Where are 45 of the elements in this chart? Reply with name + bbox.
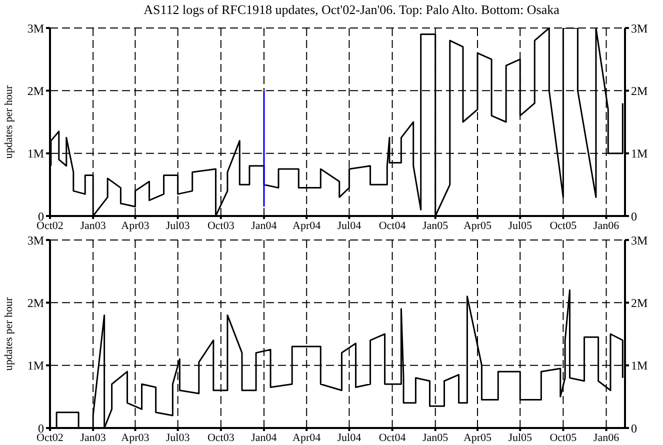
x-tick-label: Apr03 — [121, 220, 150, 232]
x-tick-label: Jul05 — [508, 220, 533, 232]
chart-title: AS112 logs of RFC1918 updates, Oct'02-Jan'06. Top: Palo Alto. Bottom: Osaka — [142, 1, 560, 19]
x-tick-label: Jan05 — [422, 432, 449, 444]
x-tick-label: Apr04 — [292, 220, 322, 232]
x-tick-label: Apr04 — [292, 432, 322, 444]
x-tick-label: Jul03 — [166, 220, 190, 232]
x-tick-label: Jul04 — [337, 432, 362, 444]
y-tick-label: 3M — [27, 233, 44, 248]
x-tick-label: Jan04 — [251, 220, 278, 232]
y2-tick-label: 0 — [631, 209, 637, 224]
x-tick-label: Oct04 — [378, 220, 406, 232]
x-tick-label: Apr05 — [463, 432, 492, 444]
y2-tick-label: 2M — [631, 296, 648, 310]
x-tick-label: Jan06 — [593, 432, 620, 444]
x-tick-label: Jan05 — [422, 220, 449, 232]
x-tick-label: Jul05 — [508, 432, 533, 444]
x-tick-label: Apr03 — [121, 432, 150, 444]
y-axis-title: updates per hour — [2, 297, 15, 371]
x-tick-label: Oct05 — [550, 220, 578, 232]
x-tick-label: Jan03 — [80, 220, 106, 232]
y-tick-label: 2M — [27, 296, 44, 310]
x-tick-label: Jan03 — [80, 432, 106, 444]
y2-tick-label: 0 — [631, 421, 637, 436]
x-tick-label: Jan06 — [593, 220, 620, 232]
y2-tick-label: 3M — [631, 233, 648, 248]
x-tick-label: Oct04 — [378, 432, 406, 444]
y-tick-label: 1M — [27, 146, 44, 161]
x-tick-label: Oct05 — [550, 432, 578, 444]
x-tick-label: Oct03 — [207, 432, 235, 444]
y-tick-label: 1M — [27, 358, 44, 373]
y-axis-title: updates per hour — [2, 85, 15, 159]
x-tick-label: Oct03 — [207, 220, 235, 232]
y2-tick-label: 2M — [631, 84, 648, 98]
x-tick-label: Apr05 — [463, 220, 492, 232]
x-tick-label: Jan04 — [251, 432, 278, 444]
x-tick-label: Oct02 — [36, 220, 64, 232]
x-tick-label: Jul03 — [166, 432, 190, 444]
x-tick-label: Jul04 — [337, 220, 362, 232]
y-tick-label: 2M — [27, 84, 44, 98]
y2-tick-label: 1M — [631, 146, 648, 161]
y-tick-label: 3M — [27, 21, 44, 36]
x-tick-label: Oct02 — [36, 432, 64, 444]
y2-tick-label: 1M — [631, 358, 648, 373]
y2-tick-label: 3M — [631, 21, 648, 36]
